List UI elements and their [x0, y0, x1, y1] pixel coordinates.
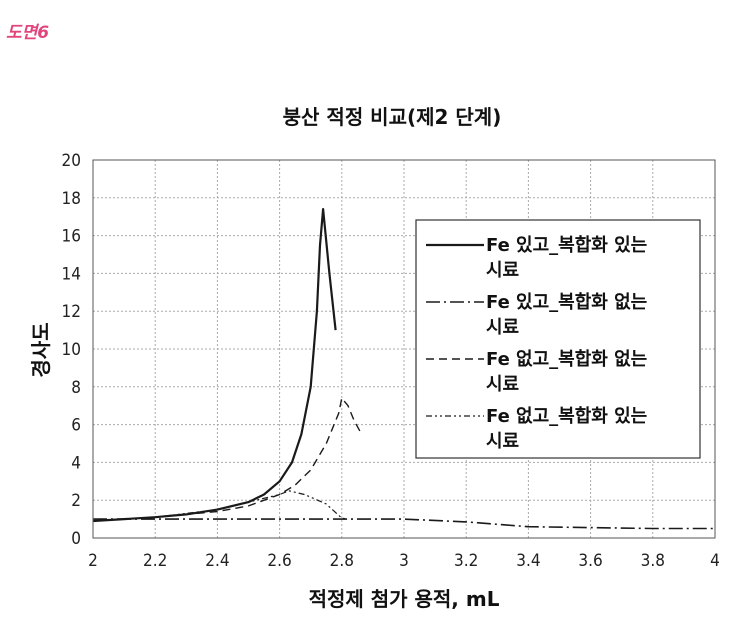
ticks: 2 2.2 2.4 2.6 2.8 3 3.2 3.4 3.6 3.8 40246810121416… [62, 151, 720, 571]
figure-label: 도면6 [6, 23, 50, 43]
legend-label: Fe 없고_복합화 있는 [486, 405, 647, 427]
y-tick-label: 6 [71, 416, 81, 436]
legend-label: Fe 있고_복합화 없는 [486, 291, 647, 313]
legend-label: 시료 [486, 317, 519, 338]
plot-frame [92, 159, 716, 539]
y-tick-label: 18 [62, 189, 81, 209]
x-tick-label: 3.4 [516, 551, 540, 571]
x-tick-label: 3.6 [578, 551, 602, 571]
y-tick-label: 0 [71, 529, 81, 549]
x-tick-label: 2.2 [143, 551, 167, 571]
x-tick-label: 3.8 [641, 551, 665, 571]
legend-box [415, 219, 701, 459]
x-tick-label: 2 [88, 551, 98, 571]
series-line-1 [92, 208, 337, 523]
x-tick-label: 3 [399, 551, 409, 571]
y-tick-label: 10 [62, 340, 81, 360]
x-tick-label: 4 [710, 551, 720, 571]
legend-label: 시료 [486, 374, 519, 395]
y-axis-label: 경사도 [29, 322, 53, 377]
y-tick-label: 4 [71, 453, 81, 473]
y-tick-label: 12 [62, 302, 81, 322]
y-tick-label: 2 [71, 491, 81, 511]
y-tick-label: 8 [71, 378, 81, 398]
chart-title: 붕산 적정 비교(제2 단계) [283, 105, 502, 129]
legend-label: Fe 없고_복합화 없는 [486, 348, 647, 370]
x-tick-label: 2.4 [205, 551, 229, 571]
legend-label: Fe 있고_복합화 있는 [486, 234, 647, 256]
y-tick-label: 14 [62, 264, 81, 284]
series-line-3 [92, 397, 362, 522]
x-tick-label: 2.8 [330, 551, 354, 571]
y-tick-label: 20 [62, 151, 81, 171]
x-tick-label: 2.6 [267, 551, 291, 571]
legend-label: 시료 [486, 431, 519, 452]
y-tick-label: 16 [62, 227, 81, 247]
x-tick-label: 3.2 [454, 551, 478, 571]
x-axis-label: 적정제 첨가 용적, mL [309, 587, 500, 611]
series-line-4 [92, 490, 349, 522]
series-group [92, 208, 715, 530]
series-line-2 [93, 518, 715, 530]
legend-label: 시료 [486, 260, 519, 281]
